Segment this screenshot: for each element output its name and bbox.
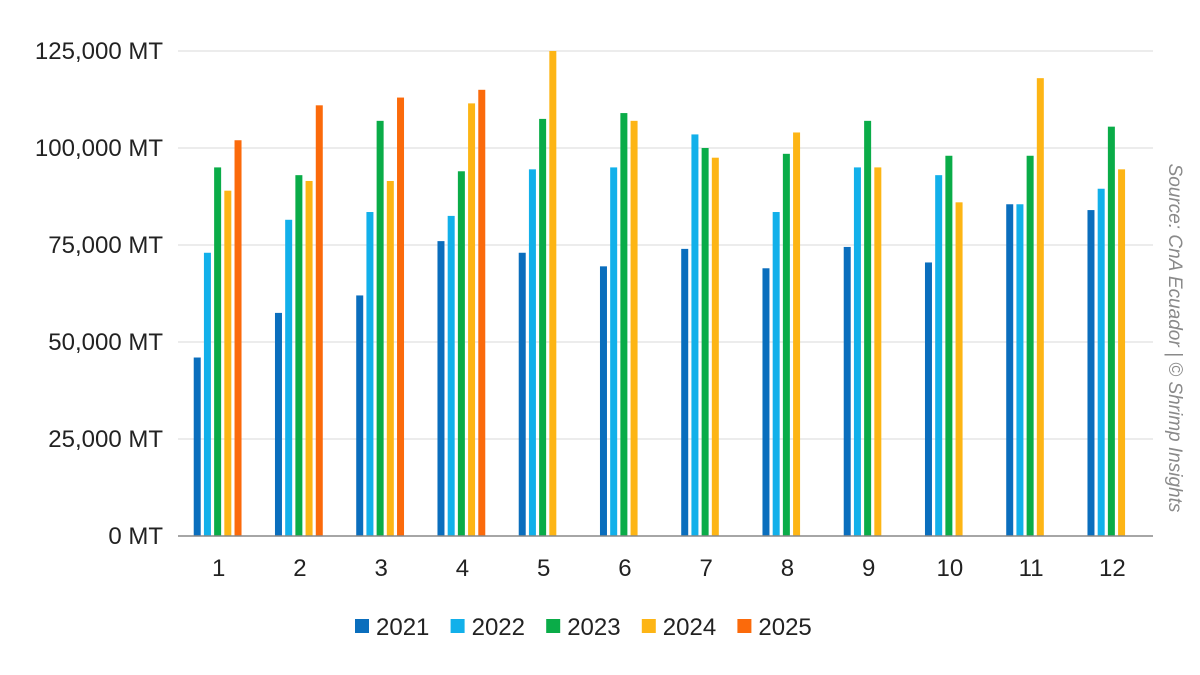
bar-2022-month-8 [772,212,780,536]
bar-2021-month-5 [518,252,526,536]
legend-label: 2021 [376,614,429,641]
legend-label: 2022 [472,614,525,641]
x-tick-label: 6 [618,555,631,582]
y-tick-label: 50,000 MT [48,329,163,356]
legend: 2021 2022 2023 2024 2025 [355,614,812,641]
bar-2024-month-2 [305,180,313,537]
bar-2023-month-12 [1107,126,1115,536]
bar-2025-month-3 [397,97,405,536]
legend-swatch-2025 [737,619,752,633]
bar-2021-month-1 [193,357,201,536]
bar-2022-month-4 [447,215,455,536]
legend-label: 2024 [663,614,716,641]
bar-2022-month-9 [853,167,861,536]
bar-2022-month-10 [935,175,943,536]
legend-label: 2023 [567,614,620,641]
bar-2024-month-12 [1118,169,1126,536]
bar-2024-month-1 [224,190,232,536]
bar-2023-month-10 [945,155,953,536]
legend-swatch-2023 [546,619,561,633]
bar-2024-month-5 [549,51,557,536]
x-tick-label: 4 [456,555,469,582]
bar-2024-month-11 [1036,78,1044,536]
bar-2021-month-11 [1006,204,1014,536]
legend-swatch-2024 [641,619,656,633]
bar-2024-month-6 [630,120,638,536]
x-tick-label: 12 [1099,555,1126,582]
bar-2022-month-1 [203,252,211,536]
bar-2024-month-3 [386,180,394,537]
x-tick-label: 8 [781,555,794,582]
x-axis-tick-labels: 1 2 3 4 5 6 7 8 9 10 11 12 [212,555,1126,582]
bar-2023-month-7 [701,148,709,536]
bar-2021-month-7 [681,248,689,536]
bar-2022-month-3 [366,212,374,536]
bar-2022-month-7 [691,134,699,537]
bar-2021-month-12 [1087,210,1095,536]
gridlines [178,50,1153,440]
bar-2024-month-9 [874,167,882,536]
bar-2024-month-7 [711,157,719,536]
bar-2022-month-12 [1097,188,1105,537]
x-tick-label: 10 [937,555,964,582]
bar-2023-month-2 [295,175,303,536]
bar-2023-month-6 [620,113,628,536]
bar-2021-month-2 [274,312,282,536]
x-tick-label: 11 [1019,555,1044,582]
bar-2025-month-1 [234,140,242,537]
y-axis-tick-labels: 0 MT 25,000 MT 50,000 MT 75,000 MT 100,000 M… [35,38,163,550]
y-tick-label: 25,000 MT [48,426,163,453]
x-tick-label: 3 [374,555,387,582]
bar-2021-month-6 [599,266,607,536]
bar-2022-month-11 [1016,204,1024,536]
bar-2024-month-4 [468,103,476,536]
y-tick-label: 0 MT [108,523,163,550]
legend-label: 2025 [758,614,811,641]
bar-2023-month-8 [782,153,790,536]
bar-2021-month-4 [437,241,445,536]
x-tick-label: 9 [862,555,875,582]
x-tick-label: 2 [293,555,306,582]
bar-2023-month-11 [1026,155,1034,536]
bar-2024-month-8 [793,132,801,537]
x-tick-label: 7 [699,555,712,582]
y-tick-label: 100,000 MT [35,135,163,162]
x-tick-label: 5 [537,555,550,582]
bar-2021-month-8 [762,268,770,536]
x-tick-label: 1 [212,555,225,582]
bar-2024-month-10 [955,202,963,536]
bar-2022-month-6 [610,167,618,536]
bar-2023-month-4 [457,171,465,536]
bar-2022-month-5 [528,169,536,536]
bar-2021-month-10 [924,262,932,536]
y-tick-label: 125,000 MT [35,38,163,65]
bar-2021-month-9 [843,246,851,536]
bar-2025-month-4 [478,89,486,537]
bars [193,51,1126,537]
bar-2021-month-3 [356,295,364,536]
bar-2022-month-2 [285,219,293,536]
bar-2023-month-5 [539,118,547,537]
y-tick-label: 75,000 MT [48,232,163,259]
bar-2025-month-2 [315,105,323,536]
legend-swatch-2021 [355,619,369,633]
bar-2023-month-9 [864,120,872,536]
bar-2023-month-3 [376,120,384,536]
legend-swatch-2022 [450,619,465,633]
source-credit: Source: CnA Ecuador | © Shrimp Insights [1164,164,1185,513]
bar-2023-month-1 [214,167,222,536]
